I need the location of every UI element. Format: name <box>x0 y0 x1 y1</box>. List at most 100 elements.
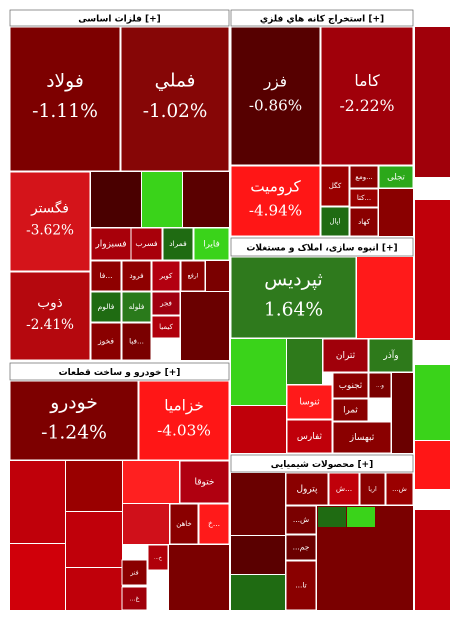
tile-label: فزر <box>263 72 287 90</box>
tile-small <box>231 536 285 574</box>
tile-label: کرومیت <box>250 177 301 195</box>
tile <box>130 227 163 261</box>
tile <box>9 380 139 461</box>
tile-label: ومع... <box>355 173 373 181</box>
tile-partial <box>415 27 450 177</box>
tile-small <box>10 544 65 610</box>
tile-label: خزامیا <box>164 397 204 415</box>
tile-partial <box>415 510 450 610</box>
tile-small <box>169 545 229 610</box>
tile-label: فلوله <box>129 302 145 311</box>
tile <box>368 338 414 373</box>
tile <box>349 188 379 208</box>
tile <box>368 372 392 399</box>
tile-small <box>123 461 179 503</box>
tile-small <box>392 373 413 453</box>
tile-label: فملي <box>155 71 196 92</box>
tile-label: فرود <box>129 271 143 280</box>
tile <box>193 227 230 261</box>
tile <box>121 291 152 323</box>
tile-value: -0.86% <box>249 97 302 115</box>
tile <box>332 398 369 422</box>
tile-label: کهاد <box>358 218 370 226</box>
tile-value: -2.41% <box>26 317 74 333</box>
tile-label: کگل <box>329 181 342 190</box>
tile-label: فبا... <box>129 337 144 346</box>
tile <box>120 26 230 172</box>
tile-label: کیمیا <box>159 323 173 331</box>
tile-label: فمراد <box>169 239 187 248</box>
tile-label: کویر <box>159 272 173 280</box>
tile-label: ثفارس <box>297 432 323 442</box>
tile-label: کاما <box>354 71 380 90</box>
tile-small <box>318 507 346 527</box>
tile <box>359 472 386 506</box>
tile-small <box>231 473 285 535</box>
tile-small <box>357 257 413 338</box>
tile <box>151 260 181 292</box>
tile-label: وآذر <box>382 349 398 361</box>
tile-label: فجر <box>159 300 172 308</box>
tile-value: -4.03% <box>157 421 211 439</box>
tile-label: خاهن <box>176 520 191 528</box>
tile <box>90 291 122 323</box>
tile-small <box>66 512 122 567</box>
tile-partial <box>415 441 450 489</box>
tile <box>9 171 91 272</box>
tile-small <box>66 461 122 511</box>
tile-partial <box>415 365 450 440</box>
tile-small <box>91 172 141 227</box>
tile-small <box>66 568 122 610</box>
tile <box>285 560 317 611</box>
group-header <box>9 9 230 27</box>
group-header <box>9 362 230 381</box>
tile-label: اپال <box>329 218 340 226</box>
tile-label: ش... <box>336 484 352 493</box>
tile <box>285 505 317 535</box>
tile-small <box>287 339 322 384</box>
tile <box>198 503 230 545</box>
tile-partial <box>415 200 450 340</box>
group-title: فلزات اساسی [+] <box>78 15 161 25</box>
tile <box>121 322 152 361</box>
tile-small <box>206 261 229 291</box>
group-title: استخراج کانه هاي فلزي [+] <box>260 15 384 25</box>
group-header <box>230 9 414 27</box>
tile-label: خ... <box>208 519 220 528</box>
tile <box>121 586 148 611</box>
tile <box>9 26 121 172</box>
tile-value: -2.22% <box>340 96 395 115</box>
tile-value: -1.02% <box>143 101 208 122</box>
tile-small <box>123 504 169 544</box>
tile-label: اریا <box>368 486 377 493</box>
tile-label: ذوب <box>37 295 62 311</box>
tile-label: ارفع <box>188 273 199 280</box>
tile <box>230 165 321 237</box>
tile <box>349 165 379 189</box>
tile-value: 1.64% <box>264 300 323 321</box>
tile <box>90 322 122 361</box>
tile <box>121 260 152 292</box>
tile <box>378 165 414 189</box>
tile <box>349 207 379 237</box>
tile <box>169 503 199 545</box>
tile-label: ثپردیس <box>264 269 323 290</box>
tile <box>320 26 414 166</box>
tile <box>230 26 321 166</box>
tile-small <box>379 189 413 236</box>
tile-small <box>231 406 286 453</box>
tile <box>162 227 194 261</box>
tile <box>90 260 122 292</box>
tile-small <box>231 339 286 405</box>
tile-label: کتا... <box>357 194 371 202</box>
tile <box>285 534 317 561</box>
tile-small <box>183 172 229 227</box>
tile-label: ...غ <box>130 596 140 603</box>
tile <box>151 315 181 339</box>
tile-label: خودرو <box>49 392 98 413</box>
tile <box>147 544 169 571</box>
tile-label: فخوز <box>97 337 114 346</box>
group-header <box>230 237 414 257</box>
tile-label: فايرا <box>203 240 220 250</box>
